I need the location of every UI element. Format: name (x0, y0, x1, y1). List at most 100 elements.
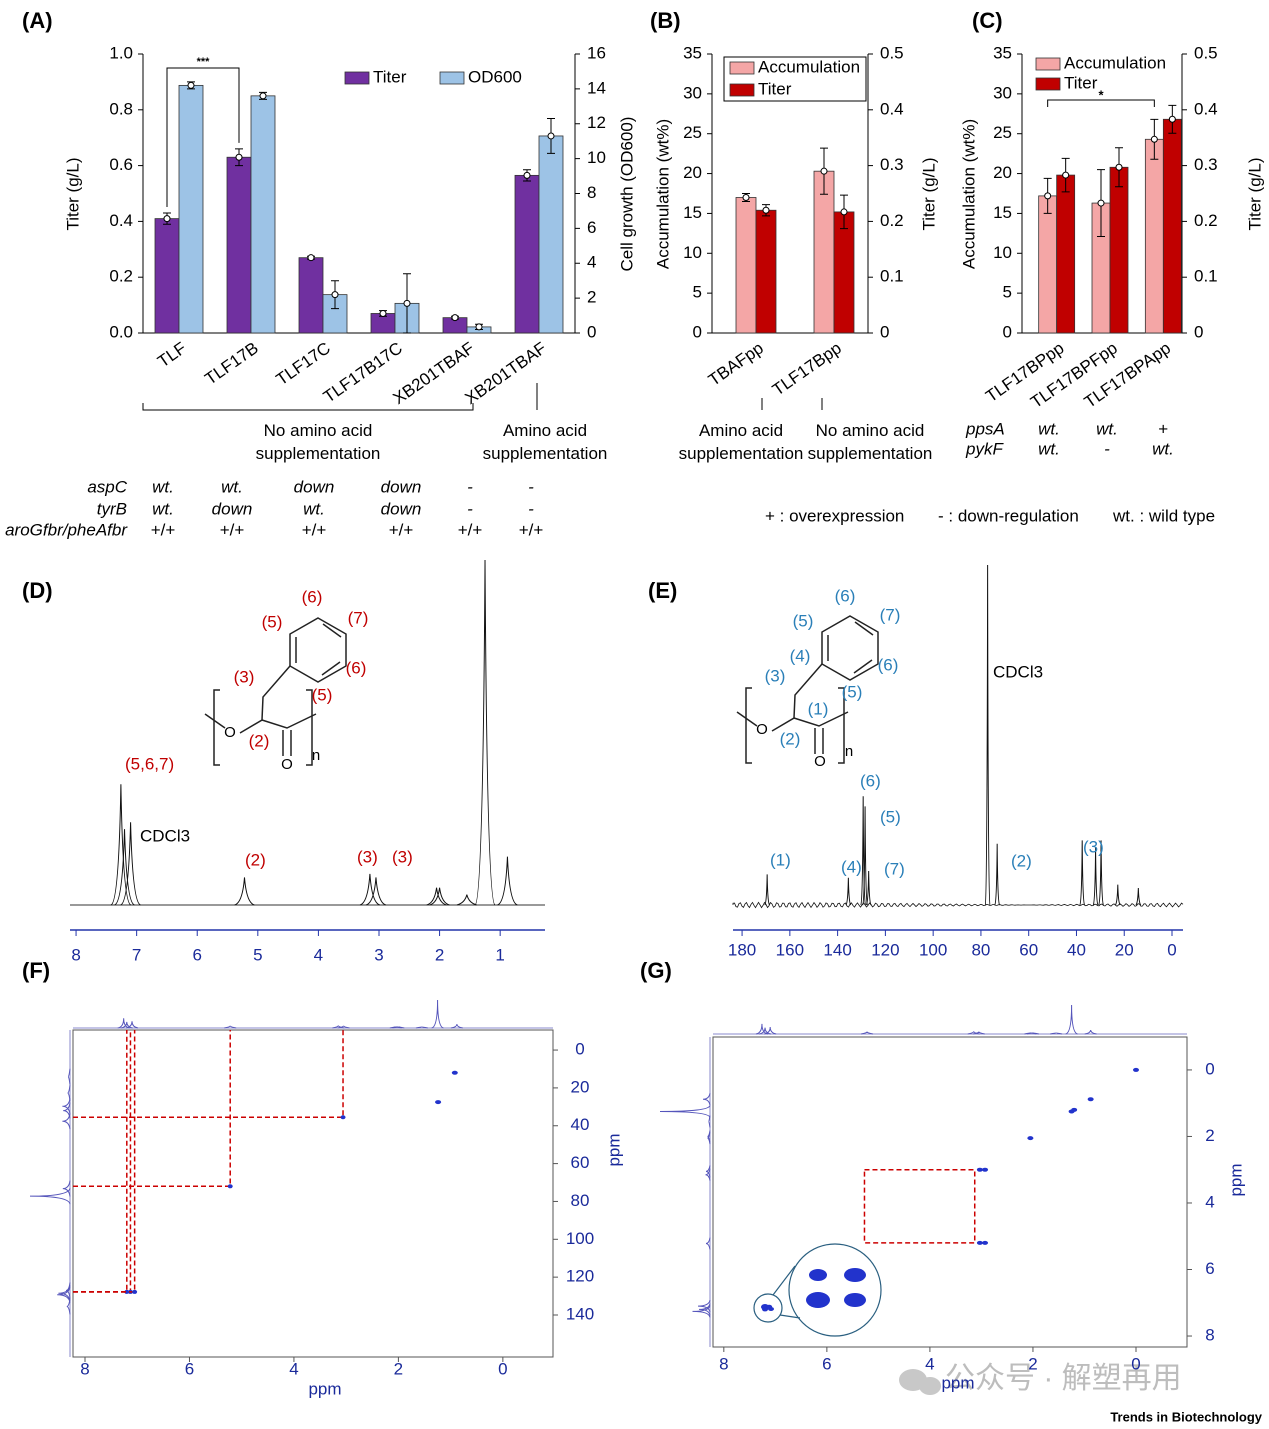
structure-label: (1) (808, 699, 829, 718)
genotype-value: - (1104, 439, 1110, 458)
x-tick-label: 2 (435, 945, 444, 964)
replicate-dot (1115, 163, 1123, 171)
genotype-value: +/+ (389, 520, 414, 539)
x-tick-label: TLF17C (273, 338, 334, 389)
panel-label: (G) (640, 958, 672, 983)
peak (426, 887, 447, 906)
atom-label: O (756, 721, 768, 738)
y2-axis-label: Cell growth (OD600) (617, 117, 636, 272)
bar (298, 257, 324, 334)
structure-label: (5) (793, 611, 814, 630)
projection-peak (63, 1102, 71, 1119)
structure-label: (4) (790, 646, 811, 665)
genotype-value: down (381, 477, 422, 496)
plot-frame (712, 1036, 1188, 1348)
projection-peak (697, 1299, 711, 1313)
y-axis-label: ppm (1226, 1163, 1245, 1196)
replicate-dot (1062, 171, 1070, 179)
legend-swatch (729, 61, 755, 75)
bar (250, 95, 276, 334)
projection-peak (65, 1282, 71, 1299)
y2-tick-label: 0.3 (880, 155, 904, 174)
panel-label: (C) (972, 8, 1003, 33)
peak (865, 870, 872, 906)
genotype-value: down (294, 477, 335, 496)
peak-label: (3) (357, 847, 378, 866)
projection-peak (29, 1187, 71, 1205)
projection-peak (698, 1303, 711, 1316)
structure-label: (6) (302, 587, 323, 606)
x-tick-label: 6 (192, 945, 201, 964)
y-tick-label: 140 (566, 1304, 594, 1323)
x-tick-label: 2 (1028, 1354, 1037, 1373)
replicate-dot (259, 92, 267, 100)
projection-peak (62, 1113, 71, 1130)
structure-label: (6) (878, 655, 899, 674)
projection-peak (1065, 1004, 1078, 1035)
atom-label: O (224, 724, 236, 741)
peak (497, 856, 518, 906)
x-tick-label: 8 (80, 1359, 89, 1378)
genotype-value: down (381, 499, 422, 518)
peak (1114, 884, 1121, 906)
y2-tick-label: 0.3 (1194, 155, 1218, 174)
y-tick-label: 30 (993, 83, 1012, 102)
atom-label: O (814, 753, 826, 770)
y2-tick-label: 0 (1194, 322, 1203, 341)
panel-label: (A) (22, 8, 53, 33)
y-tick-label: 30 (683, 83, 702, 102)
projection-peak (125, 1021, 139, 1029)
structure-label: (6) (346, 658, 367, 677)
projection-peak (62, 1180, 71, 1197)
y-tick-label: 25 (993, 123, 1012, 142)
cross-peak (435, 1100, 442, 1105)
y-tick-label: 2 (1205, 1126, 1214, 1145)
bar (514, 174, 540, 334)
replicate-dot (331, 291, 339, 299)
x-tick-label: 8 (719, 1354, 728, 1373)
y-tick-label: 10 (683, 243, 702, 262)
peak (234, 877, 255, 906)
legend-swatch (1035, 77, 1061, 91)
cross-peak (766, 1304, 773, 1309)
legend-label: OD600 (468, 67, 522, 86)
peak-label: (6) (860, 771, 881, 790)
y-tick-label: 20 (683, 163, 702, 182)
assignment-box (863, 1168, 976, 1244)
replicate-dot (820, 167, 828, 175)
replicate-dot (475, 323, 483, 331)
y-tick-label: 5 (693, 283, 702, 302)
peak-label: CDCl3 (140, 826, 190, 845)
genotype-name: aspC (87, 477, 127, 496)
x-tick-label: TBAFpp (705, 338, 767, 389)
assignment-line (73, 1030, 231, 1188)
peak (845, 877, 852, 906)
bar (1162, 118, 1182, 334)
bar (1038, 195, 1058, 334)
inset-peaks (761, 1268, 866, 1311)
legend-label: Titer (1064, 73, 1098, 92)
projection-peak (57, 1286, 71, 1303)
genotype-value: +/+ (519, 520, 544, 539)
cross-peak (1132, 1067, 1139, 1072)
genotype-value: - (528, 477, 534, 496)
genotype-value: wt. (221, 477, 243, 496)
y-tick-label: 15 (683, 203, 702, 222)
footnote: + : overexpression (765, 506, 904, 525)
structure-label: (2) (249, 731, 270, 750)
y-tick-label: 0 (1205, 1059, 1214, 1078)
x-tick-label: 4 (314, 945, 323, 964)
peak-label: CDCl3 (993, 662, 1043, 681)
replicate-dot (1097, 199, 1105, 207)
y2-tick-label: 0.2 (880, 211, 904, 230)
y-tick-label: 0.6 (109, 155, 133, 174)
projection-peak (659, 1105, 711, 1118)
y2-tick-label: 12 (587, 113, 606, 132)
y2-tick-label: 16 (587, 43, 606, 62)
x-tick-label: 60 (1019, 940, 1038, 959)
genotype-value: wt. (303, 499, 325, 518)
peak (1092, 847, 1099, 906)
y2-axis-label: Titer (g/L) (1245, 157, 1264, 230)
projection-peak (705, 1168, 711, 1181)
cross-peak (451, 1070, 458, 1075)
